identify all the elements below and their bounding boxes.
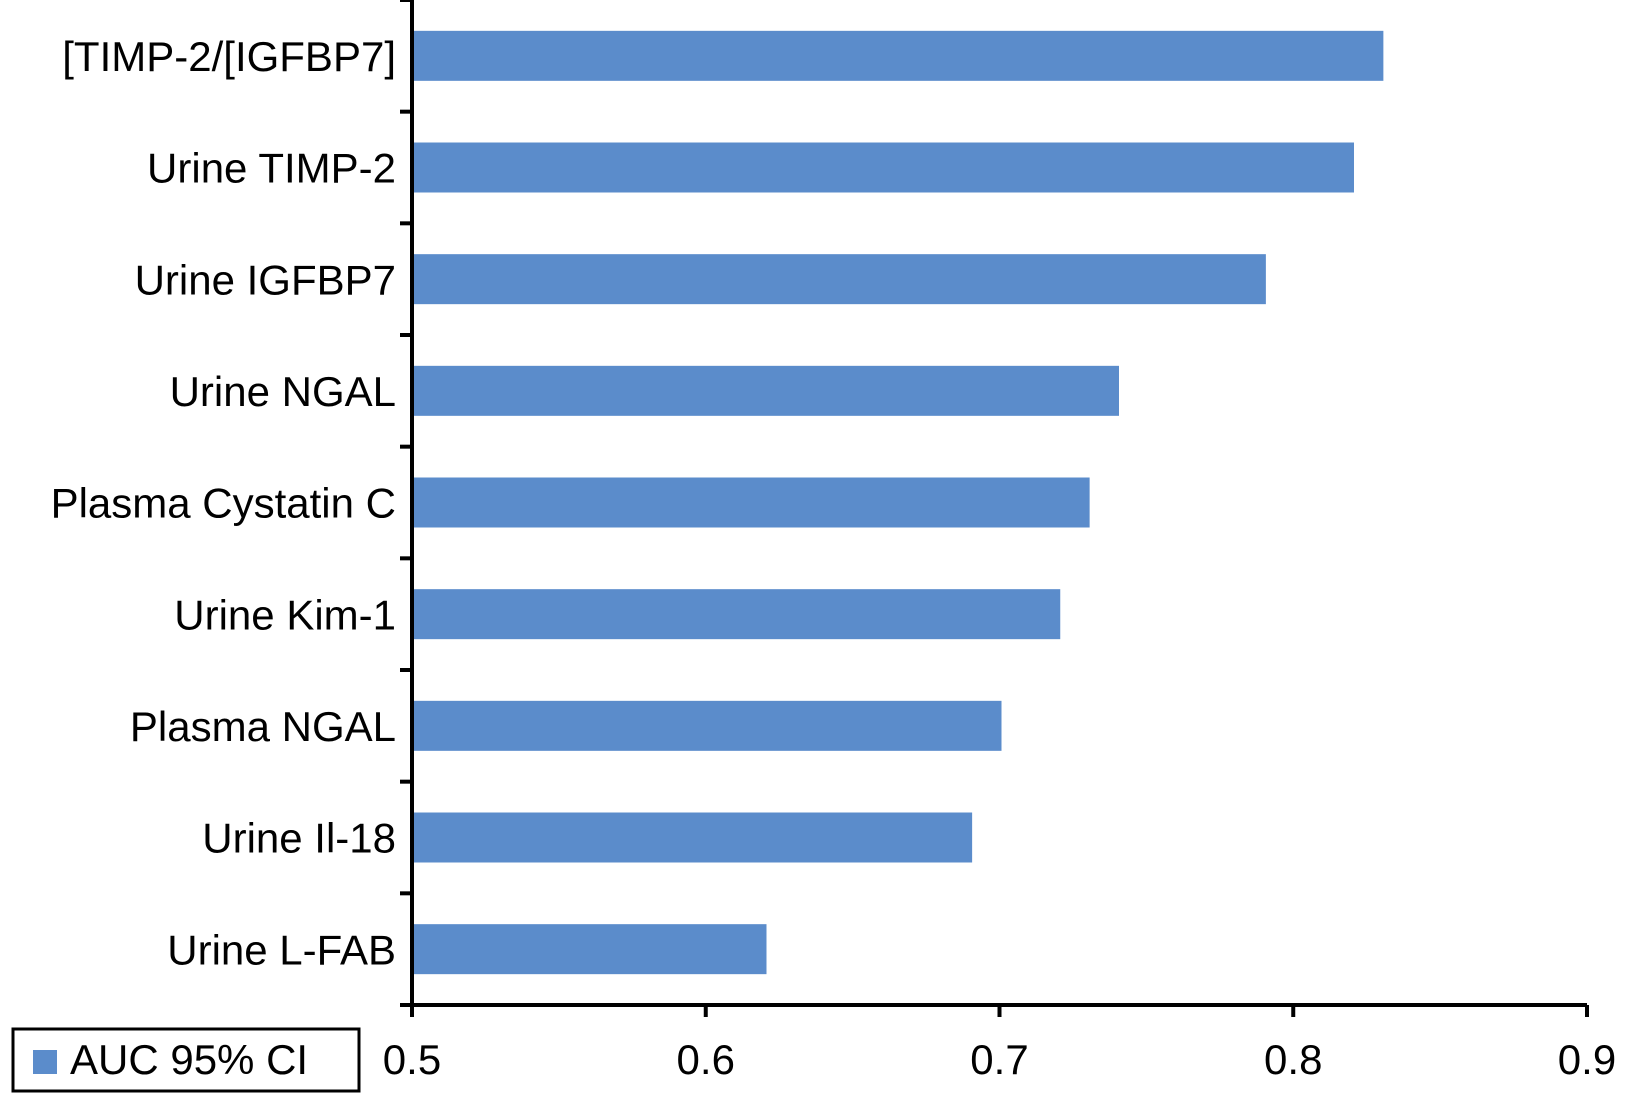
y-tick-label: Urine Kim-1: [174, 591, 396, 638]
x-tick-label: 0.8: [1264, 1036, 1322, 1083]
y-tick-label: Urine Il-18: [202, 815, 396, 862]
bar: [414, 365, 1119, 416]
legend-swatch: [33, 1050, 57, 1074]
bar: [414, 477, 1090, 528]
legend-label: AUC 95% CI: [70, 1036, 308, 1083]
bar: [414, 30, 1384, 81]
y-tick-label: Plasma Cystatin C: [51, 480, 396, 527]
bar: [414, 700, 1002, 751]
x-tick-label: 0.9: [1558, 1036, 1616, 1083]
x-tick-label: 0.6: [677, 1036, 735, 1083]
x-tick-label: 0.5: [383, 1036, 441, 1083]
y-tick-label: Urine TIMP-2: [147, 145, 396, 192]
legend-box: [11, 1027, 361, 1093]
y-tick-label: Urine NGAL: [170, 368, 396, 415]
bar: [414, 142, 1354, 193]
y-tick-label: Plasma NGAL: [130, 703, 396, 750]
y-tick-label: Urine IGFBP7: [135, 256, 396, 303]
bar: [414, 812, 973, 863]
bar: [414, 589, 1061, 640]
bar: [414, 254, 1266, 305]
bar: [414, 924, 767, 975]
x-tick-label: 0.7: [970, 1036, 1028, 1083]
y-tick-label: [TIMP-2/[IGFBP7]: [62, 33, 396, 80]
y-tick-label: Urine L-FAB: [167, 926, 396, 973]
